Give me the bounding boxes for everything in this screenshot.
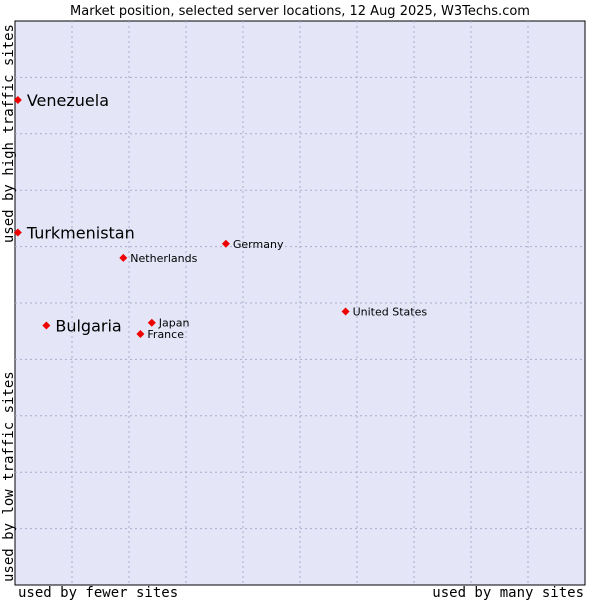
data-point: United States bbox=[341, 305, 428, 318]
data-point: Japan bbox=[147, 317, 190, 330]
x-axis-label-high: used by many sites bbox=[432, 585, 584, 600]
point-label: Turkmenistan bbox=[26, 224, 135, 243]
y-axis-label-high: used by high traffic sites bbox=[1, 24, 17, 243]
data-point: Bulgaria bbox=[42, 317, 122, 336]
point-label: United States bbox=[353, 305, 428, 318]
point-marker bbox=[147, 318, 156, 327]
x-axis-label-low: used by fewer sites bbox=[18, 585, 178, 600]
data-points: Venezuela Turkmenistan Bulgaria Netherlands… bbox=[13, 91, 428, 341]
point-marker bbox=[13, 95, 22, 104]
point-marker bbox=[136, 330, 145, 339]
point-marker bbox=[42, 321, 51, 330]
point-label: Bulgaria bbox=[55, 317, 121, 336]
data-point: Netherlands bbox=[119, 252, 198, 265]
point-marker bbox=[119, 253, 128, 262]
point-label: Japan bbox=[158, 317, 190, 330]
data-point: Turkmenistan bbox=[13, 224, 135, 243]
data-point: Germany bbox=[221, 238, 284, 251]
point-marker bbox=[221, 239, 230, 248]
point-marker bbox=[341, 307, 350, 316]
y-axis-label-low: used by low traffic sites bbox=[1, 371, 17, 582]
point-label: Venezuela bbox=[27, 91, 109, 110]
chart-title: Market position, selected server locatio… bbox=[70, 4, 530, 19]
point-label: France bbox=[147, 328, 184, 341]
data-point: France bbox=[136, 328, 184, 341]
point-marker bbox=[13, 228, 22, 237]
data-point: Venezuela bbox=[13, 91, 109, 110]
grid bbox=[15, 21, 585, 585]
point-label: Netherlands bbox=[130, 252, 197, 265]
point-label: Germany bbox=[233, 238, 284, 251]
